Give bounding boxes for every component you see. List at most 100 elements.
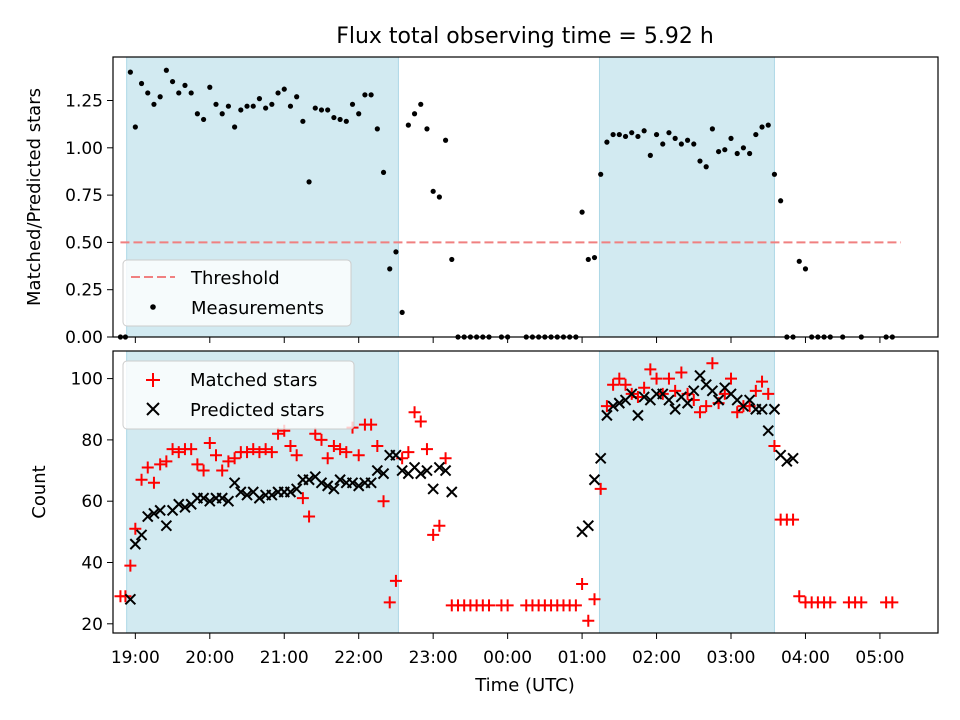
matched-point — [124, 559, 137, 572]
measurement-point — [740, 145, 747, 151]
measurement-point — [579, 209, 585, 215]
predicted-point — [235, 486, 247, 498]
top-axes-frame — [112, 56, 939, 338]
matched-point — [272, 427, 285, 440]
predicted-point — [626, 388, 638, 400]
measurement-point — [263, 105, 269, 111]
legend-matched-label: Matched stars — [190, 370, 317, 391]
predicted-point — [266, 489, 278, 501]
predicted-point — [427, 483, 439, 495]
matched-point — [824, 596, 837, 609]
matched-points — [114, 357, 899, 627]
matched-point — [241, 446, 254, 459]
predicted-point — [303, 474, 315, 486]
measurement-point — [306, 179, 312, 185]
measurement-point — [728, 135, 734, 141]
measurement-point — [684, 137, 691, 143]
predicted-point — [694, 369, 706, 382]
matched-point — [600, 400, 613, 413]
matched-point — [433, 519, 446, 532]
top-x-axis-ticks — [134, 337, 881, 343]
matched-point — [389, 574, 402, 587]
measurement-point — [294, 94, 300, 100]
matched-point — [607, 378, 620, 391]
matched-point — [154, 458, 167, 471]
predicted-point — [315, 477, 328, 489]
matched-point — [371, 440, 384, 453]
measurement-point — [256, 96, 263, 102]
matched-point — [793, 590, 806, 603]
predicted-point — [328, 483, 340, 495]
measurement-point — [598, 171, 604, 177]
predicted-point — [613, 397, 626, 409]
top-y-tick-label: 0.50 — [65, 233, 103, 253]
matched-point — [439, 452, 452, 465]
bot-y-tick-label: 60 — [81, 492, 103, 512]
bottom-axes-frame — [112, 350, 939, 634]
measurement-point — [281, 86, 287, 92]
measurement-point — [660, 141, 666, 147]
x-tick-label: 03:00 — [707, 648, 756, 668]
legend-measurement-swatch — [150, 304, 156, 310]
measurement-point — [337, 116, 343, 123]
matched-point — [762, 387, 775, 400]
measurement-point — [331, 114, 337, 121]
matched-point — [638, 381, 651, 394]
measurement-point — [374, 126, 380, 132]
matched-point — [228, 452, 241, 465]
bottom-legend: Matched stars Predicted stars — [122, 360, 355, 430]
top-y-axis-ticks: 0.00 0.25 0.50 0.75 1.00 1.25 — [65, 92, 113, 348]
top-y-tick-label: 0.75 — [65, 186, 103, 206]
matched-point — [253, 446, 266, 459]
matched-point — [135, 473, 148, 486]
matched-point — [594, 482, 607, 495]
predicted-point — [390, 449, 402, 461]
matched-point — [119, 590, 132, 603]
measurement-point — [653, 131, 660, 138]
measurement-point — [238, 107, 244, 113]
predicted-point — [446, 486, 458, 498]
measurement-point — [287, 103, 294, 109]
matched-point — [650, 372, 663, 385]
matched-point — [296, 492, 309, 505]
measurement-point — [672, 135, 678, 141]
matched-point — [756, 375, 769, 388]
predicted-point — [216, 492, 228, 504]
matched-point — [886, 596, 899, 609]
measurement-point — [778, 198, 784, 204]
matched-point — [402, 446, 415, 459]
top-legend: Threshold Measurements — [122, 259, 352, 327]
measurement-point — [616, 131, 622, 138]
legend-matched-swatch — [146, 373, 160, 387]
bot-y-tick-label: 20 — [81, 615, 103, 635]
measurement-point — [411, 111, 418, 117]
measurement-point — [759, 124, 765, 130]
x-tick-label: 00:00 — [483, 648, 532, 668]
measurement-point — [163, 67, 169, 73]
matched-point — [265, 446, 278, 459]
legend-predicted-swatch — [146, 402, 160, 416]
measurement-point — [771, 171, 778, 177]
matched-point — [352, 449, 365, 462]
matched-point — [613, 372, 626, 385]
predicted-point — [415, 467, 427, 480]
predicted-point — [334, 474, 346, 486]
chart-title: Flux total observing time = 5.92 h — [336, 24, 714, 49]
bottom-x-axis-ticks: 19:00 20:00 21:00 22:00 23:00 00:00 01:00 02:00… — [111, 633, 904, 668]
predicted-point — [353, 480, 365, 492]
count-panel: 20 40 60 80 100 19:00 20:00 21:00 22:00 23:00 00:… — [29, 350, 939, 696]
predicted-point — [787, 452, 799, 464]
measurement-point — [585, 256, 591, 263]
predicted-point — [607, 400, 619, 412]
measurement-point — [765, 122, 771, 128]
bot-y-tick-label: 100 — [71, 370, 103, 390]
measurement-point — [269, 101, 275, 107]
matched-point — [327, 440, 340, 453]
matched-point — [725, 372, 738, 385]
measurement-point — [449, 256, 455, 263]
predicted-point — [253, 492, 266, 504]
predicted-point — [129, 538, 142, 550]
matched-point — [787, 513, 800, 526]
matched-point — [185, 443, 198, 456]
matched-point — [210, 449, 223, 462]
